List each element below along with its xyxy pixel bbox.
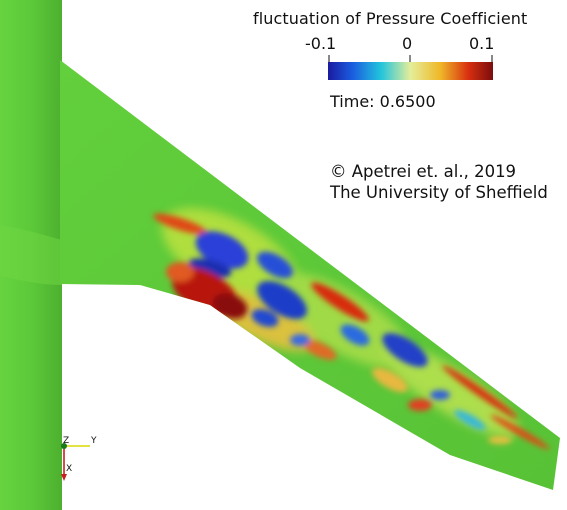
axis-y-label: Y (91, 436, 97, 446)
colorbar-tick-label-mid: 0 (402, 34, 413, 53)
pressure-fluctuation-patches (153, 208, 550, 450)
colorbar-title: fluctuation of Pressure Coefficient (253, 9, 528, 28)
colorbar-tick-label-min: -0.1 (305, 34, 337, 53)
axis-x-label: X (66, 464, 73, 474)
credit-line-1: © Apetrei et. al., 2019 (330, 162, 517, 181)
axes-triad (61, 443, 90, 481)
axis-z-label: Z (63, 436, 70, 446)
fuselage-wing-junction-band (0, 225, 62, 285)
time-label: Time: 0.6500 (330, 92, 436, 111)
colorbar (328, 62, 493, 80)
credit-line-2: The University of Sheffield (330, 183, 548, 202)
colorbar-tick-label-max: 0.1 (469, 34, 495, 53)
